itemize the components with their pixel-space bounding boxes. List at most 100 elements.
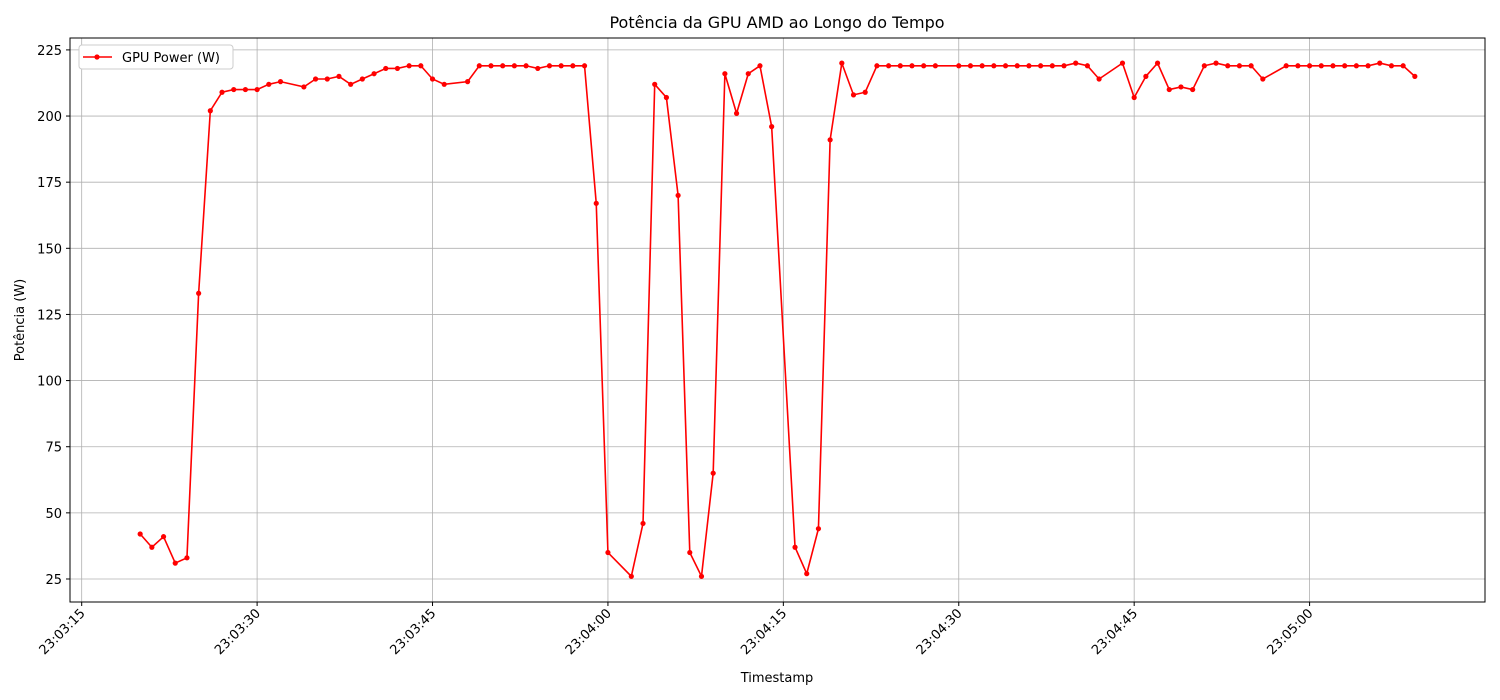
data-point xyxy=(1038,63,1044,69)
data-point xyxy=(1365,63,1371,69)
data-point xyxy=(1388,63,1395,69)
data-point xyxy=(897,63,903,69)
data-point xyxy=(628,573,634,579)
data-point xyxy=(406,63,412,69)
data-point xyxy=(172,560,178,566)
y-tick-label: 125 xyxy=(37,308,62,323)
legend-marker xyxy=(94,54,100,60)
y-tick-label: 50 xyxy=(45,507,62,522)
data-point xyxy=(558,63,564,69)
data-point xyxy=(546,63,553,69)
data-point xyxy=(1073,60,1079,66)
x-tick-label: 23:04:45 xyxy=(1089,606,1141,658)
data-point xyxy=(1084,63,1090,69)
data-point xyxy=(1225,63,1231,69)
data-point xyxy=(874,63,880,69)
data-point xyxy=(429,76,436,82)
data-point xyxy=(359,76,365,82)
y-tick-label: 75 xyxy=(45,441,62,456)
data-point xyxy=(219,89,225,95)
y-tick-label: 25 xyxy=(45,573,62,588)
y-axis-label: Potência (W) xyxy=(13,279,28,362)
data-point xyxy=(581,63,588,69)
data-point xyxy=(535,65,541,72)
data-point xyxy=(1260,76,1266,82)
chart-title: Potência da GPU AMD ao Longo do Tempo xyxy=(609,13,944,32)
data-point xyxy=(1318,63,1324,69)
data-point xyxy=(254,86,260,93)
plot-frame xyxy=(69,37,1486,603)
legend-box xyxy=(78,44,234,70)
data-point xyxy=(196,290,202,296)
data-point xyxy=(441,81,447,87)
data-point xyxy=(652,81,658,87)
data-point xyxy=(804,571,810,577)
data-point xyxy=(1026,63,1032,69)
data-point xyxy=(1377,60,1383,66)
data-point xyxy=(593,200,599,206)
x-tick-label: 23:04:00 xyxy=(563,606,615,658)
data-point xyxy=(488,63,494,69)
data-point xyxy=(348,81,354,87)
data-point xyxy=(137,531,143,537)
data-point xyxy=(956,63,962,69)
data-point xyxy=(1248,63,1254,69)
data-point xyxy=(862,89,868,95)
data-point xyxy=(383,65,389,72)
data-point xyxy=(500,63,506,69)
data-point xyxy=(242,86,249,93)
data-point xyxy=(827,137,833,143)
y-tick-label: 225 xyxy=(37,44,62,59)
x-tick-label: 23:04:15 xyxy=(738,606,790,658)
data-point xyxy=(1330,63,1336,69)
data-point xyxy=(465,79,471,85)
data-point xyxy=(1178,84,1184,90)
data-point xyxy=(698,573,705,579)
data-point xyxy=(1295,63,1301,69)
data-point xyxy=(1096,76,1102,82)
data-point xyxy=(605,549,611,556)
data-point xyxy=(967,63,974,69)
data-point xyxy=(418,63,424,69)
data-point xyxy=(1049,63,1055,69)
data-point xyxy=(663,94,670,101)
legend-label: GPU Power (W) xyxy=(122,51,220,66)
data-point xyxy=(1412,73,1418,79)
data-point xyxy=(1201,63,1207,69)
data-point xyxy=(1342,63,1348,69)
data-point xyxy=(839,60,845,66)
data-point xyxy=(640,520,646,527)
data-point xyxy=(1283,63,1289,69)
data-point xyxy=(1119,60,1126,66)
data-point xyxy=(336,73,342,79)
data-point xyxy=(769,124,775,130)
data-point xyxy=(277,79,284,85)
data-point xyxy=(909,63,915,69)
data-point xyxy=(850,92,857,98)
data-point xyxy=(1213,60,1219,66)
data-point xyxy=(511,63,517,69)
data-point xyxy=(1190,86,1196,93)
data-point xyxy=(979,63,985,69)
data-point xyxy=(757,63,763,69)
data-point xyxy=(312,76,319,82)
data-point xyxy=(570,63,576,69)
data-point xyxy=(1400,63,1406,69)
data-point xyxy=(792,544,798,550)
data-point xyxy=(160,534,167,540)
y-tick-label: 175 xyxy=(37,176,62,191)
data-point xyxy=(1154,60,1161,66)
data-point xyxy=(324,76,330,82)
data-point xyxy=(932,63,938,69)
data-point xyxy=(394,65,401,72)
data-point xyxy=(1353,63,1359,69)
data-point xyxy=(1002,63,1009,69)
data-point xyxy=(301,84,307,90)
data-point xyxy=(815,526,822,532)
data-point xyxy=(149,544,155,550)
x-tick-label: 23:05:00 xyxy=(1265,606,1317,658)
data-point xyxy=(1143,73,1149,79)
data-point xyxy=(745,71,751,77)
series-line xyxy=(139,61,1416,580)
